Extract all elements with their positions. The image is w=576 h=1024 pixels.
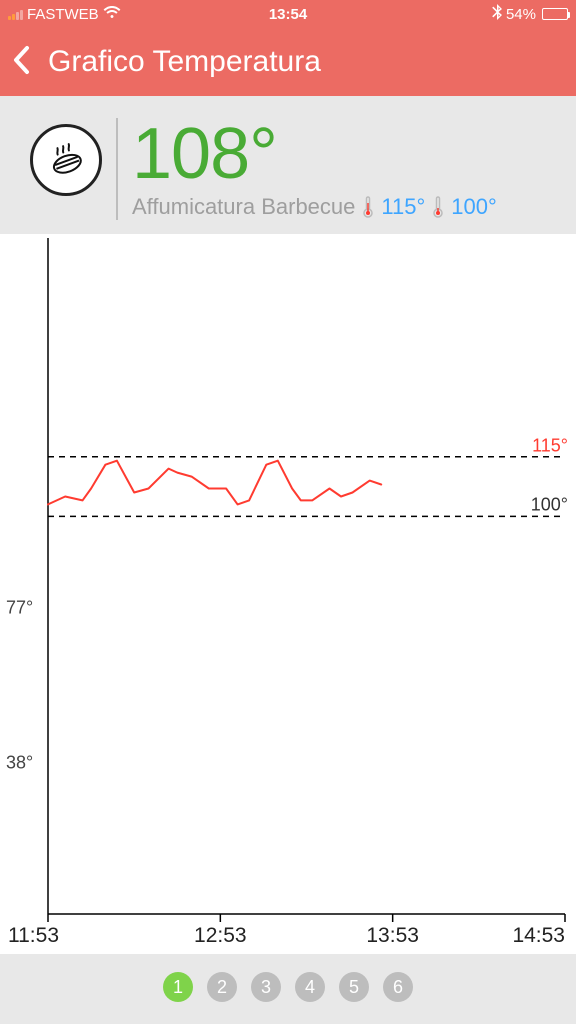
wifi-icon xyxy=(103,5,121,23)
thermometer-high-icon xyxy=(361,196,375,218)
carrier-label: FASTWEB xyxy=(27,6,99,23)
signal-icon xyxy=(8,8,23,20)
threshold-label: 115° xyxy=(532,435,568,456)
pager-dot-3[interactable]: 3 xyxy=(251,972,281,1002)
y-tick-label: 77° xyxy=(6,597,33,618)
status-left: FASTWEB xyxy=(8,5,121,23)
current-temp: 108° xyxy=(132,118,497,190)
chart-area: 77° 38° 115° 100° 11:53 12:53 13:53 14:53 xyxy=(0,234,576,954)
probe-icon xyxy=(30,124,102,196)
grill-icon xyxy=(44,138,88,182)
temp-details-row: Affumicatura Barbecue 115° 100° xyxy=(132,194,497,220)
temp-block: 108° Affumicatura Barbecue 115° 100° xyxy=(132,118,497,220)
bluetooth-icon xyxy=(492,4,502,24)
pager: 123456 xyxy=(0,954,576,1020)
battery-pct-label: 54% xyxy=(506,6,536,23)
range-low: 100° xyxy=(451,194,497,220)
x-tick-label: 14:53 xyxy=(512,924,565,948)
status-bar: FASTWEB 13:54 54% xyxy=(0,0,576,28)
status-right: 54% xyxy=(492,4,568,24)
page-title: Grafico Temperatura xyxy=(48,45,321,79)
pager-dot-6[interactable]: 6 xyxy=(383,972,413,1002)
clock-label: 13:54 xyxy=(269,6,307,23)
range-high: 115° xyxy=(381,194,425,220)
x-tick-label: 11:53 xyxy=(8,924,59,948)
back-button[interactable] xyxy=(12,45,30,80)
pager-dot-5[interactable]: 5 xyxy=(339,972,369,1002)
temperature-chart xyxy=(0,234,576,954)
nav-header: Grafico Temperatura xyxy=(0,28,576,96)
mode-label: Affumicatura Barbecue xyxy=(132,194,355,220)
pager-dot-1[interactable]: 1 xyxy=(163,972,193,1002)
pager-dot-4[interactable]: 4 xyxy=(295,972,325,1002)
info-card: 108° Affumicatura Barbecue 115° 100° xyxy=(0,96,576,234)
y-tick-label: 38° xyxy=(6,752,33,773)
thermometer-low-icon xyxy=(431,196,445,218)
battery-icon xyxy=(540,8,568,20)
x-tick-label: 13:53 xyxy=(366,924,419,948)
divider xyxy=(116,118,118,220)
chevron-left-icon xyxy=(12,45,30,75)
pager-dot-2[interactable]: 2 xyxy=(207,972,237,1002)
threshold-label: 100° xyxy=(531,495,568,516)
x-tick-label: 12:53 xyxy=(194,924,247,948)
